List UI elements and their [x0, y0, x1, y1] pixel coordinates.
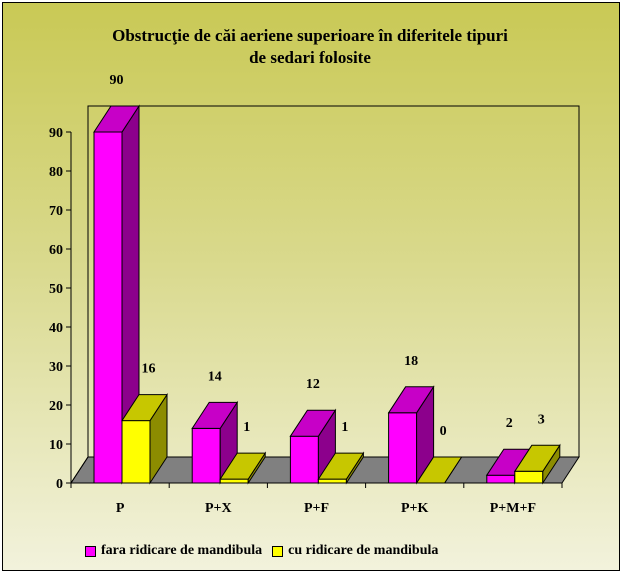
- legend-swatch-magenta: [85, 545, 96, 557]
- legend-label-series-2: cu ridicare de mandibula: [288, 543, 439, 558]
- x-tick-label: P+M+F: [490, 501, 536, 516]
- chart-title-line-1: Obstrucţie de căi aeriene superioare în …: [112, 26, 508, 45]
- data-label: 1: [341, 420, 348, 435]
- chart-title: Obstrucţie de căi aeriene superioare în …: [40, 25, 580, 69]
- x-tick-label: P+X: [205, 501, 232, 516]
- bar-yellow-P+M+F-top: [513, 444, 561, 472]
- bar-magenta-P+K-front: [388, 412, 418, 484]
- data-label: 1: [243, 420, 250, 435]
- bar-yellow-P+F-front: [317, 478, 347, 484]
- y-tick-label: 90: [49, 126, 63, 141]
- bar-yellow-P+X-top: [219, 452, 267, 480]
- legend-item-series-1: fara ridicare de mandibula: [85, 543, 262, 559]
- x-tick-label: P+K: [401, 501, 429, 516]
- bar-yellow-P+K-top: [415, 456, 463, 484]
- data-label: 90: [110, 73, 124, 88]
- y-tick-label: 20: [49, 399, 63, 414]
- bar-yellow-P+F-top: [317, 452, 365, 480]
- chart-side-edge: [70, 456, 89, 484]
- legend: fara ridicare de mandibula cu ridicare d…: [85, 542, 448, 560]
- bar-magenta-P+F-top: [289, 409, 337, 437]
- bar-magenta-P-front: [93, 131, 123, 484]
- bar-magenta-P+M+F-front: [486, 474, 516, 484]
- y-tick-label: 10: [49, 438, 63, 453]
- y-tick-label: 50: [49, 282, 63, 297]
- x-tick-label: P: [116, 501, 125, 516]
- data-label: 3: [538, 412, 545, 427]
- data-label: 12: [306, 377, 320, 392]
- bar-magenta-P+K-top: [387, 386, 435, 414]
- bar-yellow-P+M+F-front: [514, 470, 544, 484]
- y-tick-label: 80: [49, 165, 63, 180]
- y-tick-label: 0: [56, 477, 63, 492]
- legend-swatch-yellow: [272, 545, 284, 557]
- x-tick-label: P+F: [304, 501, 329, 516]
- y-tick-label: 40: [49, 321, 63, 336]
- data-label: 14: [208, 369, 222, 384]
- data-label: 18: [404, 354, 418, 369]
- data-label: 16: [142, 362, 156, 377]
- legend-label-series-1: fara ridicare de mandibula: [101, 543, 263, 558]
- bar-yellow-P-top: [121, 394, 168, 422]
- data-label: 0: [440, 424, 447, 439]
- y-tick-label: 70: [49, 204, 63, 219]
- bar-magenta-P-top: [93, 105, 140, 133]
- bar-magenta-P+F-front: [289, 435, 319, 484]
- bar-magenta-P+X-front: [191, 427, 221, 484]
- y-tick-label: 60: [49, 243, 63, 258]
- data-label: 2: [506, 416, 513, 431]
- bar-yellow-P-front: [121, 420, 151, 484]
- y-tick-label: 30: [49, 360, 63, 375]
- chart-title-line-2: de sedari folosite: [249, 48, 371, 67]
- bar-yellow-P+X-front: [219, 478, 249, 484]
- legend-item-series-2: cu ridicare de mandibula: [272, 543, 438, 559]
- bar-magenta-P+X-top: [191, 401, 239, 429]
